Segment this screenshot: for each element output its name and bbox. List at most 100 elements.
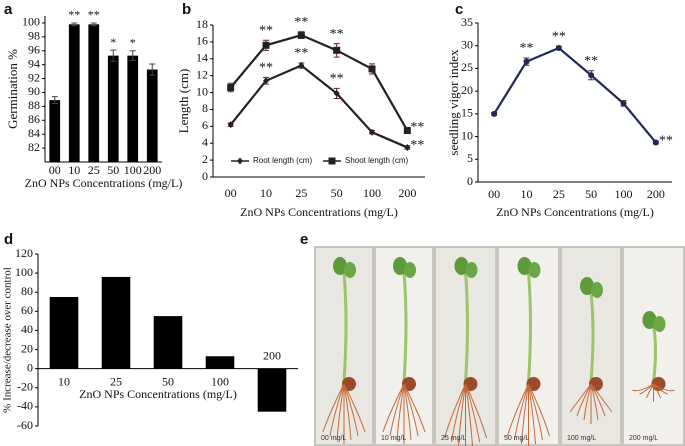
y-tick-label: 100 (15, 265, 33, 279)
leaf (528, 262, 541, 278)
line (493, 46, 657, 144)
y-tick-label: 6 (202, 118, 208, 132)
significance: ** (520, 41, 534, 56)
x-tick-label: 00 (225, 186, 237, 200)
root (646, 383, 654, 399)
significance: ** (552, 29, 566, 44)
root (343, 383, 352, 441)
bar (257, 368, 287, 412)
marker (368, 65, 376, 73)
marker (404, 143, 411, 151)
root (465, 383, 480, 443)
y-tick-label: 20 (461, 83, 473, 97)
x-tick-label: 00 (49, 163, 61, 177)
marker (491, 110, 498, 117)
marker (227, 83, 235, 91)
x-axis-title: ZnO NPs Concentrations (mg/L) (25, 176, 183, 190)
marker (403, 127, 411, 135)
x-tick-label: 200 (398, 186, 416, 200)
x-tick-label: 50 (107, 163, 119, 177)
significance: ** (294, 46, 308, 61)
x-tick-label: 100 (615, 187, 633, 201)
y-tick-label: 10 (196, 84, 208, 98)
line (229, 33, 409, 132)
y-tick-label: 10 (461, 128, 473, 142)
caption: 25 mg/L (441, 435, 466, 442)
leaf (404, 262, 416, 278)
caption: 100 mg/L (567, 435, 596, 442)
error-bar (129, 50, 136, 61)
stem (589, 291, 595, 383)
y-tick-label: 15 (461, 106, 473, 120)
x-tick-label: 25 (295, 186, 307, 200)
x-tick-label: 100 (363, 186, 381, 200)
y-tick-label: 120 (15, 246, 33, 260)
leaf (333, 257, 347, 275)
root (514, 383, 529, 441)
x-tick-label: 10 (521, 187, 533, 201)
caption: 200 mg/L (629, 435, 658, 442)
root (590, 383, 599, 421)
root (465, 383, 473, 446)
y-tick-label: 0 (467, 174, 473, 188)
y-tick-label: 92 (28, 70, 40, 84)
bar (127, 55, 139, 162)
marker (297, 31, 305, 39)
x-tick-label: 00 (488, 187, 500, 201)
root (653, 383, 661, 399)
x-tick-label: 25 (110, 374, 122, 388)
legend-label: Root length (cm) (253, 156, 312, 165)
x-tick-label: 25 (553, 187, 565, 201)
root (336, 383, 345, 441)
y-tick-label: 14 (196, 51, 208, 65)
root (576, 383, 592, 417)
stem (402, 271, 408, 383)
legend-marker (237, 157, 243, 165)
bar (101, 276, 131, 369)
marker (263, 77, 269, 85)
leaf (465, 262, 478, 278)
y-tick-label: 16 (196, 34, 208, 48)
y-tick-label: 30 (461, 37, 473, 51)
root (653, 383, 675, 392)
error-bar (90, 22, 97, 27)
root (639, 383, 654, 395)
significance: ** (410, 138, 424, 153)
root (528, 383, 536, 445)
root (403, 383, 419, 437)
leaf (393, 257, 407, 275)
error-bar (71, 22, 78, 27)
root (590, 383, 606, 417)
y-tick-label: 86 (28, 112, 40, 126)
root (343, 383, 366, 433)
x-tick-label: 50 (162, 374, 174, 388)
y-tick-label: 90 (28, 84, 40, 98)
bar (49, 100, 61, 162)
photo-tile (624, 248, 683, 444)
root (507, 383, 529, 437)
panel-label: e (300, 231, 308, 248)
significance: ** (88, 8, 100, 22)
significance: ** (259, 23, 273, 38)
y-tick-label: 94 (28, 56, 40, 70)
y-axis-title: % Increase/decrease over control (2, 267, 14, 413)
root (590, 383, 613, 413)
stem (652, 325, 657, 383)
y-tick-label: 0 (27, 360, 33, 374)
marker (555, 44, 562, 51)
line (229, 64, 408, 149)
y-tick-label: 100 (22, 15, 40, 29)
panel-label: b (182, 1, 191, 18)
root (444, 383, 466, 439)
leaf (642, 311, 657, 329)
root (403, 383, 426, 433)
leaf (517, 257, 532, 275)
x-tick-label: 10 (68, 163, 80, 177)
stem (464, 271, 469, 383)
stem (527, 271, 532, 383)
leaf (344, 262, 356, 278)
significance: ** (68, 8, 80, 22)
bar (49, 297, 79, 369)
bar (153, 316, 183, 369)
